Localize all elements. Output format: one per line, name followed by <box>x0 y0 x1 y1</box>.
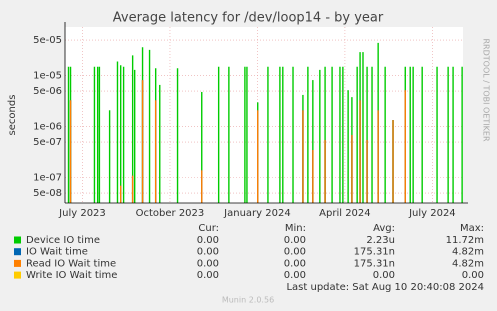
y-tick-label: 5e-07 <box>33 137 62 148</box>
stats-value: 0.00 <box>373 270 395 281</box>
plot-area <box>65 27 463 203</box>
stats-value: 0.00 <box>284 270 306 281</box>
stats-header: Avg: <box>373 223 395 234</box>
stats-value: 2.23u <box>366 235 395 246</box>
stats-value: 0.00 <box>284 235 306 246</box>
y-axis-label: seconds <box>7 95 18 136</box>
legend-label: Write IO Wait time <box>26 270 117 281</box>
stats-value: 0.00 <box>462 270 484 281</box>
side-label: RRDTOOL / TOBI OETIKER <box>482 38 491 141</box>
stats-header: Cur: <box>198 223 219 234</box>
x-tick-label: April 2024 <box>319 208 370 219</box>
stats-header: Min: <box>285 223 306 234</box>
stats-value: 0.00 <box>284 258 306 269</box>
stats-header: Max: <box>460 223 484 234</box>
stats-value: 0.00 <box>197 270 219 281</box>
legend-swatch <box>14 236 21 244</box>
y-tick-label: 1e-06 <box>33 122 62 133</box>
footer: Munin 2.0.56 <box>222 296 274 305</box>
stats-value: 0.00 <box>197 235 219 246</box>
y-tick-label: 1e-05 <box>33 71 62 82</box>
legend-swatch <box>14 259 21 267</box>
legend-label: Device IO time <box>26 235 100 246</box>
legend-label: IO Wait time <box>26 247 88 258</box>
stats-value: 11.72m <box>446 235 484 246</box>
stats-value: 0.00 <box>197 247 219 258</box>
legend-label: Read IO Wait time <box>26 258 116 269</box>
stats-value: 175.31n <box>354 247 395 258</box>
x-tick-label: July 2023 <box>58 208 106 219</box>
chart-title: Average latency for /dev/loop14 - by yea… <box>113 11 384 26</box>
legend-swatch <box>14 248 21 256</box>
x-tick-label: July 2024 <box>408 208 456 219</box>
y-tick-label: 1e-07 <box>33 173 62 184</box>
y-tick-label: 5e-08 <box>33 188 62 199</box>
last-update: Last update: Sat Aug 10 20:40:08 2024 <box>286 282 484 293</box>
stats-value: 175.31n <box>354 258 395 269</box>
x-tick-label: January 2024 <box>223 208 291 219</box>
stats-value: 0.00 <box>284 247 306 258</box>
stats-value: 4.82m <box>452 258 484 269</box>
legend-swatch <box>14 271 21 279</box>
y-tick-label: 5e-06 <box>33 86 62 97</box>
y-tick-label: 5e-05 <box>33 35 62 46</box>
x-tick-label: October 2023 <box>136 208 205 219</box>
stats-value: 0.00 <box>197 258 219 269</box>
stats-value: 4.82m <box>452 247 484 258</box>
